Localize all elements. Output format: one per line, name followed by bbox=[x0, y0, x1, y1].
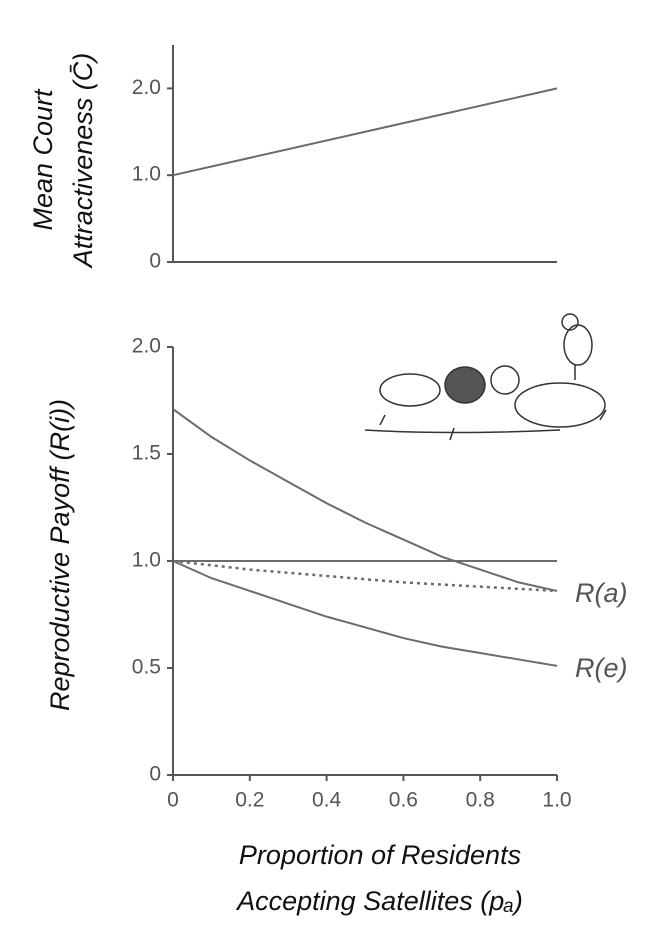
x-tick-label: 0 bbox=[167, 789, 179, 812]
y-axis-label: Mean Court bbox=[28, 88, 58, 231]
x-axis-label: Proportion of Residents bbox=[239, 840, 521, 870]
x-tick-label: 0.8 bbox=[466, 789, 495, 812]
data-line bbox=[172, 408, 558, 592]
series-label: R(e) bbox=[575, 653, 628, 683]
y-tick-label: 1.0 bbox=[132, 163, 161, 186]
y-tick-label: 0 bbox=[149, 250, 161, 273]
y-axis-label: Reproductive Payoff (R(i)) bbox=[45, 399, 75, 711]
x-tick-label: 0.6 bbox=[389, 789, 418, 812]
data-line bbox=[172, 560, 558, 667]
data-line bbox=[172, 559, 558, 593]
y-tick-label: 0.5 bbox=[132, 656, 161, 679]
y-tick-label: 2.0 bbox=[132, 76, 161, 99]
y-tick-label: 1.0 bbox=[132, 549, 161, 572]
series-label: R(a) bbox=[575, 578, 628, 608]
x-tick-label: 0.2 bbox=[235, 789, 264, 812]
bird-illustration bbox=[364, 313, 607, 441]
x-tick-label: 0.4 bbox=[312, 789, 342, 812]
y-axis-label: Attractiveness (C̄) bbox=[68, 53, 98, 270]
y-tick-label: 1.5 bbox=[132, 442, 161, 465]
y-tick-label: 0 bbox=[149, 763, 161, 786]
data-line bbox=[172, 87, 558, 177]
y-tick-label: 2.0 bbox=[132, 335, 161, 358]
x-axis-label: Accepting Satellites (pₐ) bbox=[235, 886, 523, 916]
x-tick-label: 1.0 bbox=[542, 789, 571, 812]
